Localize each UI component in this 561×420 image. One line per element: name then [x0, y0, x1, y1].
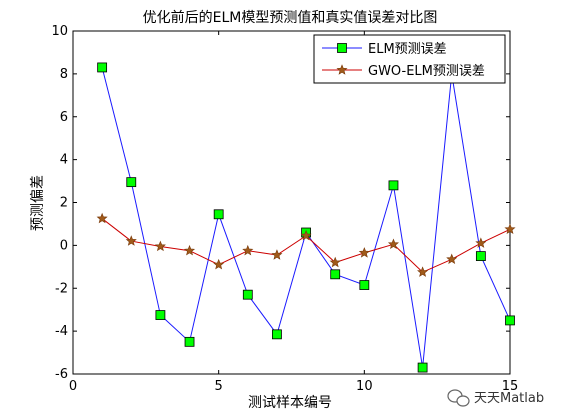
chart-title: 优化前后的ELM模型预测值和真实值误差对比图 [143, 9, 438, 26]
y-tick-label: -6 [55, 367, 68, 382]
data-point-star [96, 212, 108, 224]
legend-label-gwo: GWO-ELM预测误差 [368, 64, 485, 79]
data-point-star [125, 235, 137, 246]
legend: ELM预测误差 GWO-ELM预测误差 [313, 34, 506, 84]
data-point-star [213, 258, 225, 270]
y-tick-label: -4 [55, 324, 68, 339]
data-point-star [504, 223, 516, 234]
data-point-star [271, 249, 283, 260]
watermark-text: 天天Matlab [474, 391, 544, 406]
data-point-star [475, 237, 487, 248]
data-point-square [359, 280, 370, 290]
legend-marker-elm [337, 43, 347, 53]
plot-area [72, 30, 511, 375]
data-point-star [300, 229, 312, 241]
data-point-square [184, 336, 195, 347]
legend-box [313, 34, 506, 84]
data-point-square [155, 310, 166, 320]
data-point-square [388, 180, 399, 191]
data-point-square [330, 269, 341, 280]
data-point-square [242, 289, 253, 300]
data-point-star [387, 238, 399, 250]
wechat-icon [447, 389, 470, 407]
data-point-square [213, 209, 224, 220]
data-point-star [242, 244, 254, 256]
y-tick-label: 0 [60, 238, 68, 253]
data-point-square [475, 251, 486, 261]
data-point-star [417, 266, 429, 277]
x-tick-label: 15 [502, 379, 519, 394]
data-point-square [505, 315, 515, 326]
y-tick-label: 4 [60, 153, 68, 168]
data-point-star [446, 253, 458, 265]
legend-marker-gwo [336, 64, 348, 75]
data-point-square [126, 177, 137, 188]
y-tick-label: 8 [60, 67, 68, 82]
y-tick-label: -2 [55, 281, 68, 296]
x-tick-label: 0 [69, 379, 77, 394]
y-tick-label: 2 [60, 196, 68, 211]
y-tick-label: 6 [60, 110, 68, 125]
x-axis-label: 测试样本编号 [248, 395, 332, 411]
data-point-star [358, 247, 370, 258]
y-axis-label: 预测偏差 [30, 175, 46, 231]
data-point-square [97, 62, 108, 73]
data-point-square [272, 329, 282, 340]
data-point-star [329, 256, 341, 268]
x-tick-label: 5 [215, 379, 223, 394]
legend-label-elm: ELM预测误差 [368, 42, 447, 57]
data-point-star [184, 244, 196, 256]
data-point-square [417, 362, 428, 373]
watermark: 天天Matlab [447, 389, 544, 407]
axis-ticks: 0 5 10 15 -6 -4 -2 0 2 4 6 8 10 [51, 24, 518, 394]
x-tick-label: 10 [356, 379, 373, 394]
data-point-star [154, 240, 166, 252]
y-tick-label: 10 [51, 24, 68, 39]
